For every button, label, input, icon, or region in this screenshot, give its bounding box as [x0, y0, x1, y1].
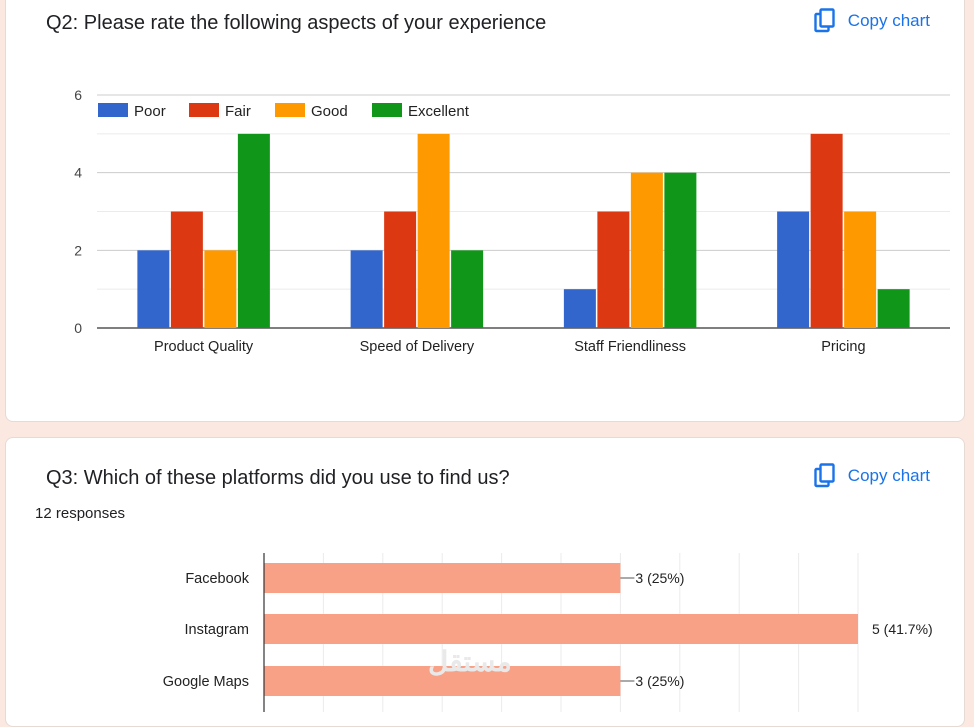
copy-icon: [814, 463, 836, 489]
y-category-label: Google Maps: [163, 674, 249, 690]
data-label: 3 (25%): [635, 673, 684, 689]
y-tick-label: 4: [74, 165, 82, 181]
q2-title: Q2: Please rate the following aspects of…: [46, 12, 547, 34]
y-category-label: Instagram: [185, 622, 249, 638]
bar-poor: [563, 289, 596, 328]
y-category-label: Facebook: [185, 571, 249, 587]
legend-label-poor: Poor: [134, 103, 166, 120]
y-tick-label: 0: [74, 320, 82, 336]
horizontal-bar: [264, 614, 858, 644]
x-category-label: Product Quality: [154, 339, 254, 355]
x-category-label: Speed of Delivery: [360, 339, 475, 355]
q3-copy-chart-label: Copy chart: [847, 466, 930, 485]
q3-title: Q3: Which of these platforms did you use…: [46, 467, 510, 489]
y-tick-label: 6: [74, 87, 82, 103]
bar-good: [417, 133, 450, 328]
legend-swatch-good: [275, 103, 305, 117]
legend-swatch-excellent: [372, 103, 402, 117]
bar-excellent: [877, 289, 910, 328]
legend-label-excellent: Excellent: [408, 103, 470, 120]
bar-good: [844, 211, 877, 328]
legend-label-fair: Fair: [225, 103, 251, 120]
q3-copy-chart-button[interactable]: Copy chart: [814, 463, 930, 489]
legend-swatch-poor: [98, 103, 128, 117]
y-tick-label: 2: [74, 242, 82, 258]
legend-swatch-fair: [189, 103, 219, 117]
bar-fair: [810, 133, 843, 328]
bar-excellent: [237, 133, 270, 328]
bar-fair: [170, 211, 203, 328]
bar-excellent: [451, 250, 484, 328]
q3-response-count: 12 responses: [35, 505, 126, 522]
bar-good: [630, 172, 663, 328]
q2-copy-chart-label: Copy chart: [847, 11, 930, 30]
horizontal-bar: [264, 666, 621, 696]
q2-copy-chart-button[interactable]: Copy chart: [814, 8, 930, 34]
copy-icon: [814, 8, 836, 34]
bar-poor: [137, 250, 170, 328]
legend-label-good: Good: [311, 103, 348, 120]
horizontal-bar: [264, 563, 621, 593]
bar-good: [204, 250, 237, 328]
bar-fair: [384, 211, 417, 328]
bar-poor: [350, 250, 383, 328]
data-label: 3 (25%): [635, 570, 684, 586]
bar-excellent: [664, 172, 697, 328]
x-category-label: Staff Friendliness: [574, 339, 686, 355]
x-category-label: Pricing: [821, 339, 865, 355]
data-label: 5 (41.7%): [872, 621, 933, 637]
bar-poor: [777, 211, 810, 328]
q2-bar-chart: 0 2 4 6 Product Quality Speed of Delivery Staf…: [74, 87, 950, 712]
bar-fair: [597, 211, 630, 328]
